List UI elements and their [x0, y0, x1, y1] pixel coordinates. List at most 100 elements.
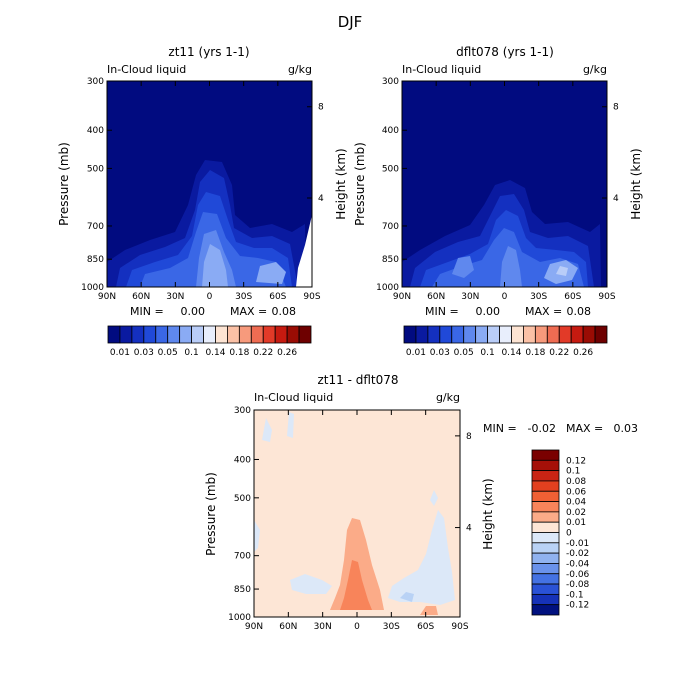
- x-tick-label: 90N: [245, 622, 263, 632]
- colorbar-swatch: [298, 325, 312, 344]
- colorbar-swatch: [531, 552, 560, 564]
- colorbar-swatch: [475, 325, 488, 344]
- colorbar-swatch: [531, 563, 560, 575]
- units-label: g/kg: [288, 63, 312, 76]
- panel-zt11: zt11 (yrs 1-1) In-Cloud liquid g/kg 300 4…: [57, 45, 348, 358]
- contour-neg-3: [254, 520, 260, 552]
- colorbar-label: 0.05: [158, 348, 178, 358]
- colorbar-swatch: [531, 583, 560, 595]
- panel-title: zt11 (yrs 1-1): [168, 45, 249, 59]
- colorbar-swatch: [179, 325, 192, 344]
- colorbar-swatch: [215, 325, 228, 344]
- colorbar-difference: 0.120.10.080.060.040.020.010-0.01-0.02-0…: [531, 449, 590, 616]
- y-right-axis-label: Height (km): [629, 148, 643, 219]
- colorbar-label: 0.14: [205, 348, 225, 358]
- y-tick-label: 400: [382, 126, 399, 136]
- contour-shapes: [254, 412, 455, 615]
- y-right-tick-label: 4: [466, 524, 472, 534]
- max-label: MAX =: [230, 305, 267, 318]
- colorbar-swatch: [463, 325, 477, 344]
- colorbar-zt11: 0.01 0.03 0.05 0.1 0.14 0.18 0.22 0.26: [107, 325, 312, 358]
- y-axis-label: Pressure (mb): [353, 142, 367, 226]
- y-tick-label: 500: [234, 494, 251, 504]
- colorbar-swatch: [274, 325, 288, 344]
- contour-level-6: [500, 246, 522, 287]
- max-value: 0.08: [272, 305, 297, 318]
- colorbar-swatch: [439, 325, 453, 344]
- colorbar-swatch: [523, 325, 536, 344]
- y-tick-label: 850: [382, 255, 399, 265]
- y-tick-label: 850: [87, 255, 104, 265]
- y-tick-label: 700: [382, 222, 399, 232]
- panel-difference: zt11 - dflt078 In-Cloud liquid g/kg 300 4…: [204, 373, 638, 632]
- max-label: MAX =: [566, 422, 603, 435]
- x-tick-label: 30S: [530, 292, 547, 302]
- colorbar-label: 0.08: [566, 477, 586, 487]
- x-tick-label: 30S: [235, 292, 252, 302]
- x-tick-label: 90S: [598, 292, 615, 302]
- contour-level-8: [556, 266, 568, 276]
- colorbar-swatch: [499, 325, 512, 344]
- x-tick-label: 30N: [314, 622, 332, 632]
- x-tick-label: 90S: [451, 622, 468, 632]
- colorbar-swatch: [531, 490, 560, 502]
- colorbar-swatch: [531, 511, 560, 523]
- y-right-tick-label: 8: [466, 432, 472, 442]
- contour-level-6: [202, 244, 228, 287]
- colorbar-label: 0.12: [566, 456, 586, 466]
- min-value: 0.00: [476, 305, 501, 318]
- colorbar-swatch: [534, 325, 548, 344]
- panel-title: dflt078 (yrs 1-1): [456, 45, 554, 59]
- colorbar-swatch: [415, 325, 429, 344]
- contour-shapes: [402, 180, 601, 287]
- colorbar-label: -0.01: [566, 539, 589, 549]
- contour-pos-3: [420, 606, 438, 615]
- colorbar-label: -0.08: [566, 580, 590, 590]
- colorbar-swatch: [403, 325, 417, 344]
- colorbar-label: -0.06: [566, 570, 590, 580]
- colorbar-swatch: [582, 325, 596, 344]
- field-label: In-Cloud liquid: [254, 391, 333, 404]
- units-label: g/kg: [436, 391, 460, 404]
- colorbar-label: -0.02: [566, 549, 589, 559]
- y-right-axis-label: Height (km): [481, 478, 495, 549]
- contour-neg-2: [287, 412, 294, 438]
- contour-neg-1: [262, 418, 272, 442]
- colorbar-label: 0.22: [549, 348, 569, 358]
- x-tick-label: 90N: [393, 292, 411, 302]
- contour-blank: [296, 215, 312, 287]
- min-value: -0.02: [528, 422, 556, 435]
- contour-neg-7: [430, 490, 438, 506]
- contour-pos-2: [340, 560, 372, 610]
- colorbar-swatch: [511, 325, 524, 344]
- x-tick-label: 90S: [303, 292, 320, 302]
- y-tick-label: 300: [382, 77, 399, 87]
- colorbar-swatch: [546, 325, 560, 344]
- y-tick-label: 1000: [228, 613, 251, 623]
- colorbar-swatch: [531, 593, 560, 606]
- y-axis-label: Pressure (mb): [57, 142, 71, 226]
- colorbar-label: 0.18: [229, 348, 249, 358]
- colorbar-label: -0.04: [566, 559, 590, 569]
- x-tick-label: 60S: [564, 292, 581, 302]
- colorbar-label: 0.22: [253, 348, 273, 358]
- colorbar-swatch: [203, 325, 216, 344]
- page-title: DJF: [338, 13, 363, 31]
- colorbar-label: 0.03: [430, 348, 450, 358]
- x-tick-label: 60S: [269, 292, 286, 302]
- colorbar-swatch: [262, 325, 276, 344]
- colorbar-swatch: [119, 325, 133, 344]
- x-tick-label: 0: [502, 292, 508, 302]
- colorbar-swatch: [487, 325, 500, 344]
- colorbar-label: 0.01: [110, 348, 130, 358]
- colorbar-swatch: [167, 325, 181, 344]
- colorbar-label: -0.12: [566, 601, 589, 611]
- colorbar-swatch: [558, 325, 572, 344]
- colorbar-label: 0.05: [454, 348, 474, 358]
- x-tick-label: 30S: [383, 622, 400, 632]
- colorbar-swatch: [531, 573, 560, 585]
- colorbar-swatch: [531, 449, 560, 461]
- y-tick-label: 1000: [81, 283, 104, 293]
- x-tick-label: 60S: [417, 622, 434, 632]
- colorbar-dflt078: 0.01 0.03 0.05 0.1 0.14 0.18 0.22 0.26: [403, 325, 608, 358]
